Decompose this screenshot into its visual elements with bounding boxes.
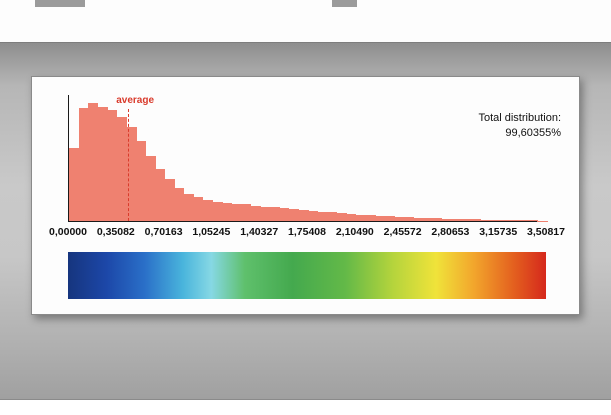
histogram-bar xyxy=(279,208,290,221)
histogram-bar xyxy=(480,219,491,221)
histogram-bar xyxy=(460,219,472,221)
total-distribution-text: Total distribution: 99,60355% xyxy=(478,111,561,142)
histogram-bar xyxy=(164,178,175,221)
histogram-bar xyxy=(183,193,194,221)
histogram-bar xyxy=(250,205,261,221)
histogram-bar xyxy=(202,199,213,221)
x-axis-tick-labels: 0,00000 0,35082 0,70163 1,05245 1,40327 1,754… xyxy=(49,226,565,240)
histogram-bar xyxy=(413,217,424,221)
x-tick-label: 2,45572 xyxy=(383,226,422,238)
x-tick-label: 1,05245 xyxy=(192,226,231,238)
x-tick-label: 3,15735 xyxy=(479,226,518,238)
histogram-bar xyxy=(145,156,156,221)
toolbar-fragment-left xyxy=(35,0,85,7)
toolbar-fragment-middle xyxy=(332,0,357,7)
colorbar-gradient xyxy=(68,252,546,299)
histogram-bar xyxy=(78,107,89,221)
window-background: average Total distribution: 99,60355% 0,… xyxy=(0,42,611,400)
histogram-bar xyxy=(260,206,271,221)
histogram-bar xyxy=(489,219,500,221)
histogram-plot: average xyxy=(68,95,548,222)
histogram-bar xyxy=(346,213,357,221)
histogram-bar xyxy=(441,218,452,221)
histogram-bar xyxy=(374,215,386,221)
average-label: average xyxy=(116,95,155,106)
histogram-bar xyxy=(422,218,433,221)
histogram-bar xyxy=(69,147,80,221)
x-tick-label: 1,75408 xyxy=(288,226,326,238)
x-tick-label: 1,40327 xyxy=(240,226,279,238)
x-tick-label: 3,50817 xyxy=(527,226,565,238)
histogram-bar xyxy=(231,203,242,221)
histogram-bar xyxy=(116,117,127,221)
x-tick-label: 2,80653 xyxy=(431,226,470,238)
x-tick-label: 0,00000 xyxy=(49,226,87,238)
histogram-bar xyxy=(288,209,300,221)
histogram-bar xyxy=(508,220,519,221)
total-distribution-value: 99,60355% xyxy=(505,127,561,140)
histogram-bar xyxy=(365,215,376,221)
histogram-bar xyxy=(88,103,99,221)
histogram-bar xyxy=(298,210,309,221)
top-toolbar-strip xyxy=(0,0,611,42)
histogram-bar xyxy=(126,126,137,221)
histogram-bar xyxy=(97,106,108,221)
histogram-bar xyxy=(155,169,166,221)
histogram-bars xyxy=(69,95,548,221)
total-distribution-label: Total distribution: xyxy=(478,112,561,124)
histogram-bar xyxy=(308,210,319,221)
histogram-bar xyxy=(499,220,510,221)
histogram-bar xyxy=(355,214,366,221)
histogram-bar xyxy=(212,201,223,221)
x-tick-label: 2,10490 xyxy=(335,226,374,238)
histogram-bar xyxy=(241,204,252,221)
histogram-bar xyxy=(135,140,147,221)
histogram-bar xyxy=(174,187,185,221)
histogram-bar xyxy=(193,197,204,221)
histogram-bar xyxy=(527,220,539,221)
histogram-bar xyxy=(384,216,395,221)
histogram-panel: average Total distribution: 99,60355% 0,… xyxy=(31,76,580,315)
histogram-bar xyxy=(451,219,462,221)
histogram-bar xyxy=(107,110,118,221)
average-line xyxy=(127,109,129,221)
histogram-bar xyxy=(470,219,481,221)
x-tick-label: 0,70163 xyxy=(144,226,183,238)
x-tick-label: 0,35082 xyxy=(96,226,135,238)
histogram-bar xyxy=(317,211,328,221)
histogram-bar xyxy=(403,217,414,221)
histogram-bar xyxy=(269,207,280,221)
histogram-bar xyxy=(327,212,338,221)
histogram-bar xyxy=(432,218,443,221)
histogram-bar xyxy=(518,220,529,221)
histogram-bar xyxy=(221,202,233,221)
histogram-bar xyxy=(336,212,347,221)
histogram-bar xyxy=(394,216,405,221)
